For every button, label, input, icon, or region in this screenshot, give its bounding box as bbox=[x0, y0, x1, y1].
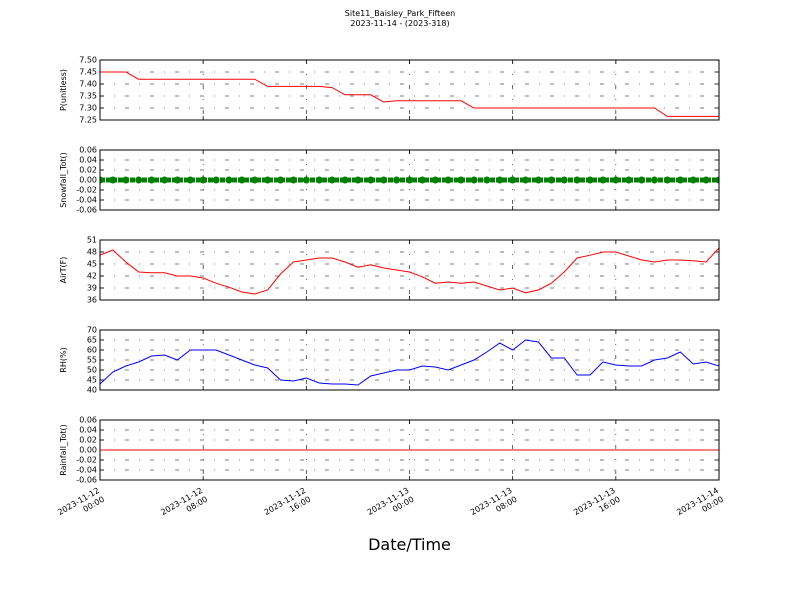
y-tick-label: 7.45 bbox=[79, 68, 97, 77]
y-tick-label: 70 bbox=[87, 326, 97, 335]
y-axis-label: Snowfall_Tot() bbox=[59, 152, 68, 208]
y-tick-label: 0.06 bbox=[79, 416, 97, 425]
data-line bbox=[100, 71, 719, 117]
y-tick-label: 51 bbox=[87, 236, 97, 245]
y-tick-label: 55 bbox=[87, 356, 97, 365]
y-tick-label: 7.50 bbox=[79, 56, 97, 65]
plot-frame bbox=[99, 419, 720, 481]
y-tick-label: 0.02 bbox=[79, 166, 97, 175]
y-tick-label: 7.30 bbox=[79, 104, 97, 113]
plot-frame bbox=[99, 329, 720, 391]
y-axis-label: P(unitless) bbox=[59, 69, 68, 111]
y-tick-label: 7.25 bbox=[79, 116, 97, 125]
y-tick-label: -0.06 bbox=[76, 206, 97, 215]
y-tick-label: 0.04 bbox=[79, 156, 97, 165]
y-tick-label: 7.35 bbox=[79, 92, 97, 101]
y-tick-label: 0.00 bbox=[79, 176, 97, 185]
y-tick-label: -0.02 bbox=[76, 186, 97, 195]
plot-frame bbox=[99, 59, 720, 121]
y-tick-label: 0.06 bbox=[79, 146, 97, 155]
y-tick-label: 0.02 bbox=[79, 436, 97, 445]
y-tick-label: 45 bbox=[87, 376, 97, 385]
y-tick-label: 50 bbox=[87, 366, 97, 375]
y-tick-label: 0.04 bbox=[79, 426, 97, 435]
y-tick-label: 36 bbox=[87, 296, 97, 305]
y-axis-label: Rainfall_Tot() bbox=[59, 424, 68, 476]
y-tick-label: -0.04 bbox=[76, 466, 97, 475]
y-tick-label: 65 bbox=[87, 336, 97, 345]
chart-title: Site11_Baisley_Park_Fifteen bbox=[345, 9, 455, 18]
y-tick-label: 48 bbox=[87, 248, 97, 257]
plot-frame bbox=[99, 239, 720, 301]
y-tick-label: 42 bbox=[87, 272, 97, 281]
y-tick-label: 7.40 bbox=[79, 80, 97, 89]
data-line bbox=[100, 247, 719, 295]
y-tick-label: 45 bbox=[87, 260, 97, 269]
y-tick-label: 40 bbox=[87, 386, 97, 395]
y-axis-label: AirT(F) bbox=[59, 257, 68, 284]
y-tick-label: -0.02 bbox=[76, 456, 97, 465]
x-axis-label: Date/Time bbox=[368, 535, 451, 554]
y-tick-label: 60 bbox=[87, 346, 97, 355]
y-tick-label: -0.04 bbox=[76, 196, 97, 205]
plot-frame bbox=[99, 149, 720, 211]
data-line bbox=[100, 339, 719, 386]
y-tick-label: 39 bbox=[87, 284, 97, 293]
y-tick-label: -0.06 bbox=[76, 476, 97, 485]
chart-subtitle: 2023-11-14 - (2023-318) bbox=[350, 19, 449, 28]
y-axis-label: RH(%) bbox=[59, 347, 68, 372]
y-tick-label: 0.00 bbox=[79, 446, 97, 455]
